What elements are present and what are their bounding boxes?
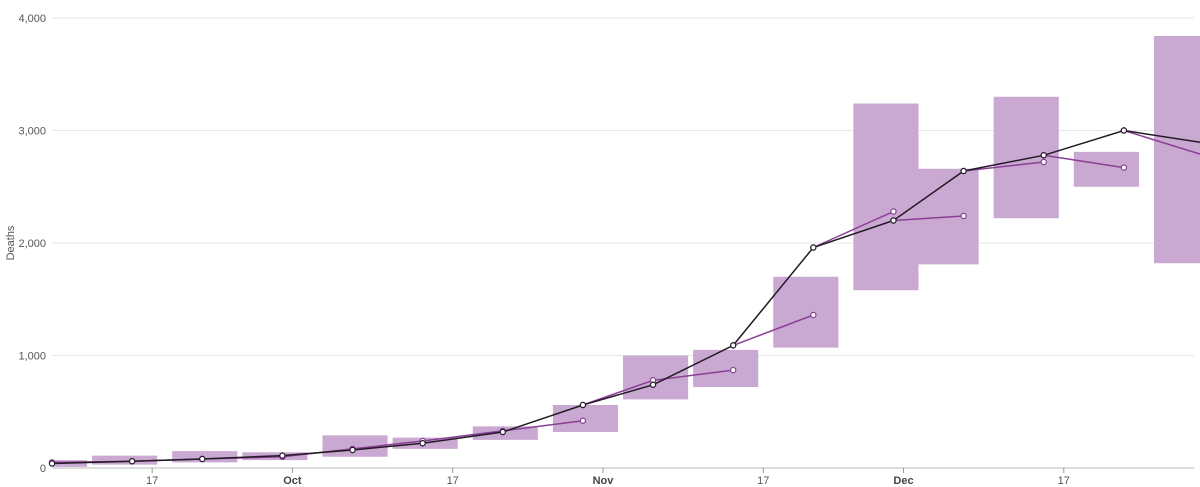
axes: 0 1,000 2,000 3,000 4,000 17 Oct 17 Nov 17 Dec 17 <box>18 13 1069 487</box>
forecast-line <box>732 314 814 347</box>
forecast-point <box>960 212 967 220</box>
actual-point <box>199 455 206 463</box>
actual-point <box>48 460 56 467</box>
actual-point <box>729 342 737 349</box>
interval-band <box>552 405 618 432</box>
forecast-point <box>729 366 737 374</box>
actual-point <box>960 167 967 175</box>
interval-band <box>172 451 238 463</box>
gridlines <box>52 17 1194 469</box>
y-tick-label: 2,000 <box>18 238 46 250</box>
interval-band <box>853 103 919 291</box>
interval-band <box>1153 36 1200 264</box>
interval-band <box>92 455 158 465</box>
actual-point <box>279 452 286 459</box>
interval-band <box>993 96 1059 219</box>
actual-series <box>48 127 1200 467</box>
y-tick-label: 0 <box>40 463 46 475</box>
forecast-interval-bands <box>52 36 1200 467</box>
actual-point <box>499 428 506 436</box>
forecast-point <box>579 417 587 424</box>
forecast-line <box>963 161 1044 172</box>
forecast-point <box>1120 164 1128 171</box>
x-tick-label: Oct <box>283 475 302 487</box>
forecast-line <box>893 215 964 222</box>
actual-point <box>1120 127 1128 134</box>
actual-point <box>349 446 356 454</box>
y-tick-label: 3,000 <box>18 126 46 138</box>
forecast-line <box>1123 129 1200 155</box>
y-axis-title: Deaths <box>5 225 17 260</box>
x-tick-label: 17 <box>757 475 769 487</box>
forecast-line <box>1043 154 1125 169</box>
forecast-point <box>1040 158 1047 166</box>
x-tick-label: Dec <box>893 475 913 487</box>
x-tick-label: 17 <box>1058 475 1070 487</box>
actual-point <box>579 401 587 409</box>
actual-line <box>51 129 1200 465</box>
x-tick-label: 17 <box>447 475 459 487</box>
actual-point <box>1040 152 1047 159</box>
y-tick-label: 1,000 <box>18 351 46 363</box>
interval-band <box>693 349 759 387</box>
actual-point <box>419 440 426 447</box>
actual-point <box>649 381 657 388</box>
forecast-point <box>810 311 817 319</box>
actual-point <box>810 244 817 251</box>
interval-band <box>773 276 839 348</box>
y-tick-label: 4,000 <box>18 13 46 25</box>
actual-point <box>128 458 136 465</box>
interval-band <box>1073 151 1139 187</box>
x-tick-label: Nov <box>593 475 615 487</box>
x-tick-label: 17 <box>146 475 158 487</box>
forecast-line <box>812 210 894 249</box>
forecast-point <box>890 208 897 215</box>
actual-point <box>890 217 897 224</box>
